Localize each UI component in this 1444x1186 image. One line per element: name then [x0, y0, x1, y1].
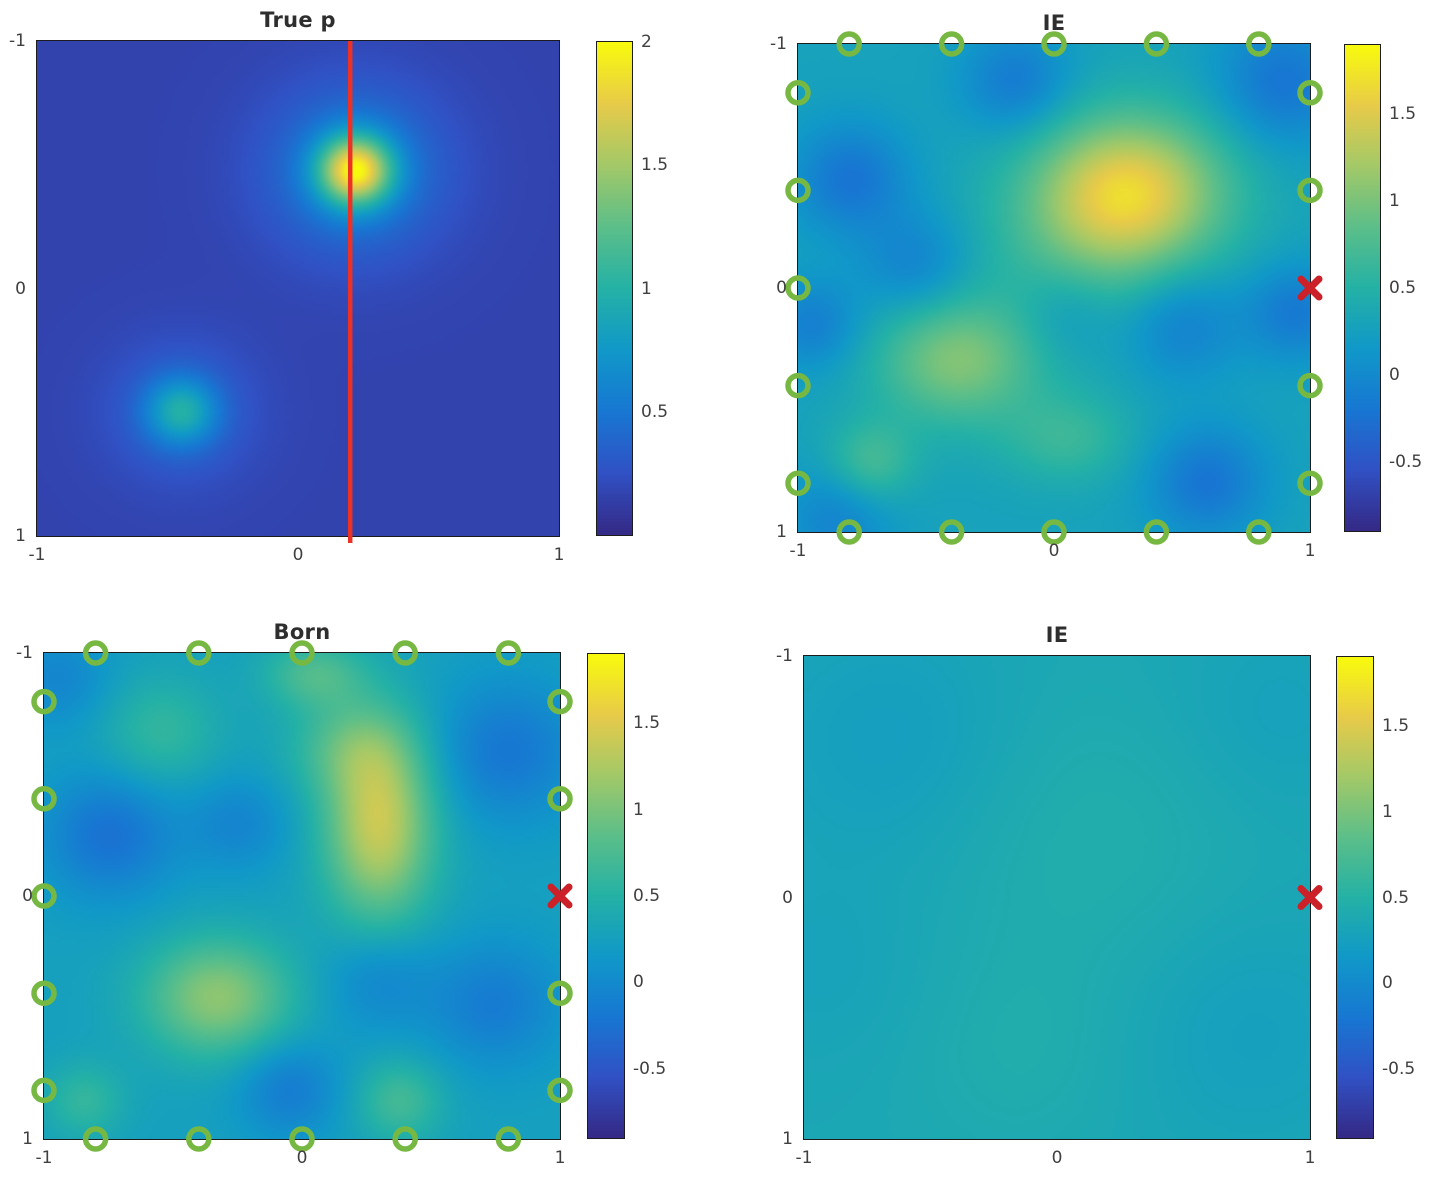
- colorbar-tick-label: 1.5: [633, 713, 661, 734]
- y-tick-label: 1: [15, 526, 26, 546]
- y-tick-label: 1: [22, 1129, 33, 1149]
- colorbar-labels: 1.5 1 0.5 0 -0.5: [633, 654, 703, 1138]
- panel-title: IE: [1045, 623, 1069, 647]
- colorbar-tick-label: 1.5: [1382, 715, 1410, 736]
- panel-ie-bottom: IE -1 0 1 -1 0 1 1.5 1 0.5 0 -0.5: [776, 623, 1415, 1168]
- y-tick-label: 1: [782, 1129, 793, 1149]
- colorbar-gradient: [597, 42, 632, 535]
- colorbar-tick-label: 0.5: [1382, 887, 1410, 908]
- colorbar-tick-label: 1.5: [1389, 104, 1417, 125]
- colorbar-tick-label: 0.5: [1389, 278, 1417, 298]
- panel-true-p: True p -1 0 1 -1 0 1 2 1.5 1 0.5: [9, 8, 668, 565]
- heatmap-canvas: [798, 44, 1310, 532]
- colorbar-gradient: [588, 654, 624, 1138]
- y-tick-label: 1: [776, 522, 787, 542]
- y-tick-label: -1: [770, 34, 787, 54]
- colorbar-tick-label: 0: [633, 972, 644, 993]
- panel-title: Born: [273, 620, 331, 644]
- panel-title: IE: [1042, 11, 1066, 35]
- x-tick-label: -1: [28, 545, 46, 565]
- x-tick-label: 0: [1051, 1148, 1063, 1168]
- x-tick-label: 0: [296, 1148, 308, 1168]
- y-tick-label: -1: [776, 646, 793, 666]
- y-tick-label: 0: [22, 886, 33, 906]
- colorbar-tick-label: -0.5: [633, 1058, 667, 1079]
- heatmap-canvas: [44, 653, 560, 1139]
- colorbar-gradient: [1337, 657, 1373, 1138]
- panel-ie-top: IE -1 0 1 -1 0 1 1.5 1 0.5 0 -0.5: [770, 11, 1422, 561]
- x-tick-label: -1: [795, 1148, 813, 1168]
- colorbar-tick-label: 0.5: [641, 401, 669, 422]
- colorbar-gradient: [1345, 45, 1380, 531]
- panel-born: Born -1 0 1 -1 0 1 1.5 1 0.5 0 -0.5: [16, 620, 666, 1168]
- heatmap-canvas: [804, 656, 1310, 1139]
- colorbar: 1.5 1 0.5 0 -0.5: [587, 653, 666, 1139]
- x-tick-label: 1: [553, 545, 565, 565]
- y-tick-label: -1: [9, 31, 26, 51]
- x-tick-label: 1: [1304, 541, 1316, 561]
- y-tick-label: 0: [15, 278, 26, 299]
- x-tick-label: 1: [554, 1148, 566, 1168]
- colorbar: 1.5 1 0.5 0 -0.5: [1336, 656, 1415, 1139]
- y-tick-label: 0: [776, 278, 787, 298]
- x-tick-label: -1: [789, 541, 807, 561]
- colorbar-labels: 1.5 1 0.5 0 -0.5: [1382, 657, 1444, 1138]
- colorbar-tick-label: -0.5: [1389, 451, 1423, 472]
- x-tick-label: 0: [292, 545, 304, 565]
- colorbar-tick-label: 1: [1382, 801, 1393, 822]
- colorbar-tick-label: 0: [1389, 364, 1400, 385]
- panel-title: True p: [260, 8, 336, 32]
- x-tick-label: -1: [35, 1148, 53, 1168]
- colorbar-tick-label: 2: [641, 32, 652, 52]
- colorbar-tick-label: -0.5: [1382, 1059, 1416, 1080]
- colorbar-tick-label: 1: [633, 799, 644, 820]
- colorbar-labels: 2 1.5 1 0.5: [641, 32, 711, 535]
- colorbar-tick-label: 0.5: [633, 886, 661, 906]
- colorbar-labels: 1.5 1 0.5 0 -0.5: [1389, 45, 1444, 531]
- colorbar-tick-label: 1.5: [641, 155, 669, 176]
- x-tick-label: 0: [1048, 541, 1060, 561]
- heatmap-canvas: [37, 41, 559, 536]
- colorbar-tick-label: 1: [641, 278, 652, 299]
- colorbar-tick-label: 0: [1382, 973, 1393, 994]
- y-tick-label: 0: [782, 887, 793, 908]
- colorbar: 2 1.5 1 0.5: [596, 32, 668, 536]
- colorbar: 1.5 1 0.5 0 -0.5: [1344, 44, 1422, 532]
- x-tick-label: 1: [1304, 1148, 1316, 1168]
- colorbar-tick-label: 1: [1389, 191, 1400, 212]
- y-tick-label: -1: [16, 643, 33, 663]
